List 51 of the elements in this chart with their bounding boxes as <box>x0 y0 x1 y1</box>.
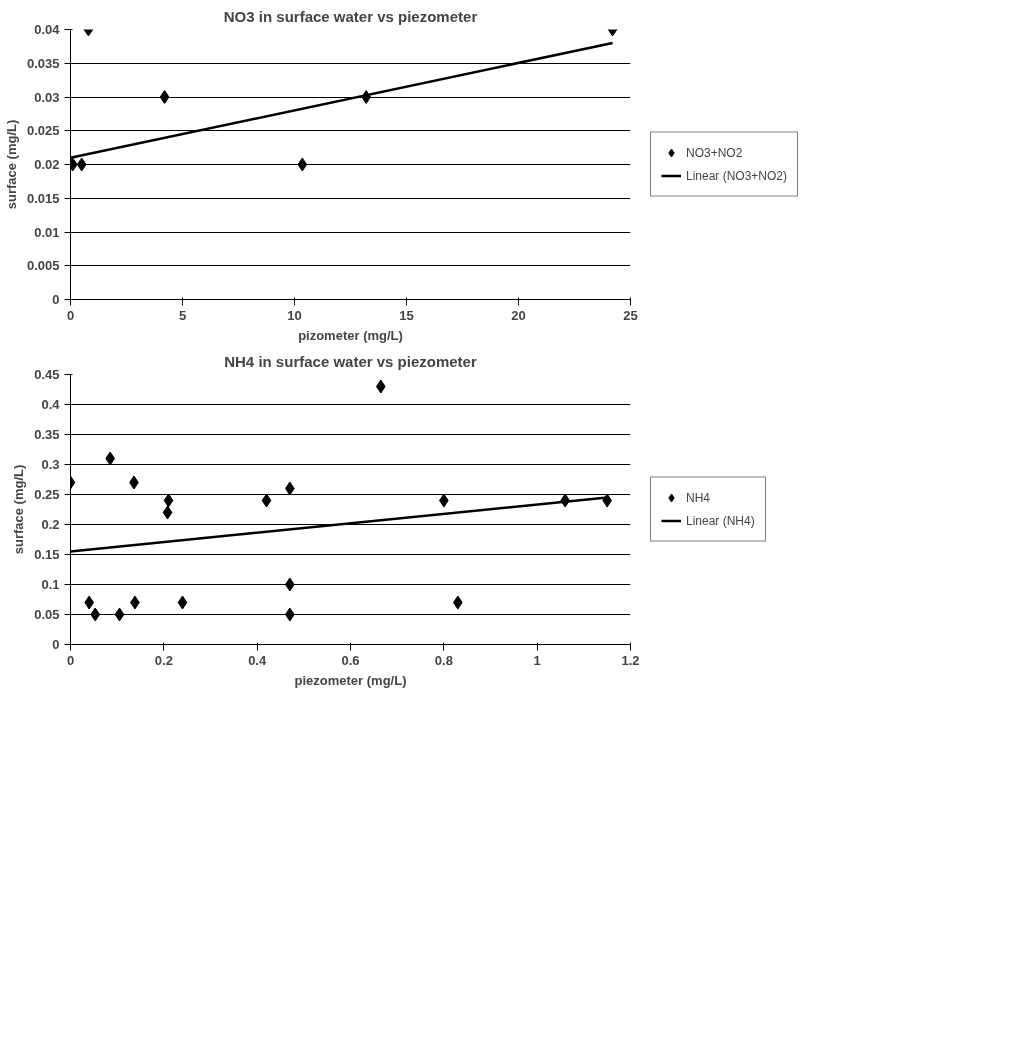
y-tick-label: 0.25 <box>34 487 60 502</box>
x-tick-label: 0.4 <box>248 652 267 668</box>
x-tick-label: 0 <box>66 652 75 668</box>
x-tick-label: 1 <box>533 652 541 668</box>
y-tick-label: 0.45 <box>34 367 60 382</box>
x-tick-label: 15 <box>399 307 414 323</box>
x-tick-label: 0.8 <box>434 652 453 668</box>
legend-label: NO3+NO2 <box>686 145 743 160</box>
chart-title: NH4 in surface water vs piezometer <box>224 352 477 370</box>
y-tick-label: 0.1 <box>41 577 60 592</box>
legend-label: NH4 <box>686 490 711 505</box>
y-tick-label: 0 <box>52 292 60 307</box>
x-tick-label: 0 <box>66 307 75 323</box>
y-tick-label: 0.03 <box>34 89 60 105</box>
legend-label: Linear (NO3+NO2) <box>686 168 788 183</box>
y-tick-label: 0.02 <box>34 157 60 172</box>
y-tick-label: 0 <box>52 637 60 652</box>
point <box>177 595 188 610</box>
point <box>90 607 101 622</box>
x-tick-label: 0.6 <box>341 652 360 668</box>
x-tick-label: 5 <box>178 307 187 323</box>
y-tick-label: 0.005 <box>26 258 60 274</box>
point <box>297 157 308 172</box>
y-tick-label: 0.04 <box>34 22 61 37</box>
point <box>162 505 173 520</box>
y-tick-label: 0.4 <box>41 397 61 412</box>
x-axis-title: piezometer (mg/L) <box>294 672 407 688</box>
point <box>114 607 125 622</box>
legend-label: Linear (NH4) <box>686 513 755 528</box>
y-tick-label: 0.01 <box>34 224 60 240</box>
chart-title: NO3 in surface water vs piezometer <box>223 7 478 25</box>
y-tick-label: 0.025 <box>26 123 60 139</box>
y-axis-title: surface (mg/L) <box>3 119 19 210</box>
y-tick-label: 0.05 <box>34 607 60 622</box>
y-tick-label: 0.035 <box>26 55 60 71</box>
x-tick-label: 0.2 <box>154 652 173 668</box>
point <box>163 493 174 508</box>
y-tick-label: 0.35 <box>34 427 60 442</box>
point <box>159 90 170 104</box>
y-tick-label: 0.2 <box>41 517 60 532</box>
x-axis-title: pizometer (mg/L) <box>298 327 403 343</box>
y-axis-title: surface (mg/L) <box>11 464 27 555</box>
y-tick-label: 0.15 <box>34 547 60 562</box>
point <box>76 157 87 172</box>
x-tick-label: 25 <box>623 307 638 323</box>
point <box>261 493 272 508</box>
y-tick-label: 0.015 <box>26 190 60 206</box>
x-tick-label: 10 <box>287 307 302 323</box>
x-tick-label: 20 <box>511 307 526 323</box>
x-tick-label: 1.2 <box>621 652 640 668</box>
y-tick-label: 0.3 <box>41 457 60 472</box>
